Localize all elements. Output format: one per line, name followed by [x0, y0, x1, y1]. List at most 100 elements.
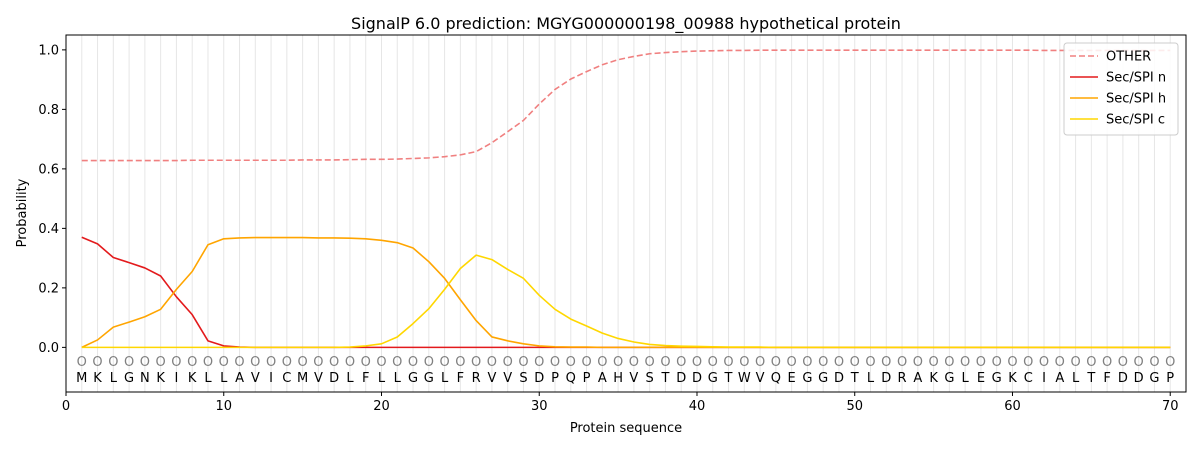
region-label: O: [676, 355, 686, 370]
region-label: O: [156, 355, 166, 370]
aa-label: A: [235, 371, 244, 386]
axis-ticks: 0 10 20 30 40 50 60 70 0.0 0.2 0.4 0.6 0.8 1.0: [38, 43, 1178, 414]
aa-label: L: [110, 371, 118, 386]
region-label: O: [1070, 355, 1080, 370]
region-label: O: [345, 355, 355, 370]
aa-label: L: [394, 371, 402, 386]
legend-box: [1063, 42, 1179, 136]
aa-label: L: [867, 371, 875, 386]
region-label: O: [77, 355, 87, 370]
region-label: O: [1134, 355, 1144, 370]
aa-label: D: [834, 371, 844, 386]
legend-label: OTHER: [1106, 50, 1151, 65]
legend-label: Sec/SPI h: [1106, 92, 1166, 107]
region-label: O: [298, 355, 308, 370]
x-axis-label: Protein sequence: [570, 421, 682, 436]
region-label: O: [850, 355, 860, 370]
series-line: [81, 236, 1171, 349]
region-label: O: [1102, 355, 1112, 370]
aa-label: F: [1103, 371, 1110, 386]
aa-label: G: [124, 371, 134, 386]
x-tick-label: 30: [531, 399, 548, 414]
region-label: O: [771, 355, 781, 370]
region-label: O: [424, 355, 434, 370]
region-label: O: [1086, 355, 1096, 370]
aa-label: G: [818, 371, 828, 386]
aa-label: G: [944, 371, 954, 386]
region-label: O: [266, 355, 276, 370]
region-label: O: [92, 355, 102, 370]
aa-label: V: [756, 371, 765, 386]
aa-label: N: [140, 371, 150, 386]
region-label: O: [660, 355, 670, 370]
series-line: [81, 254, 1171, 349]
y-tick-label: 1.0: [38, 43, 59, 58]
region-label: O: [219, 355, 229, 370]
region-label: O: [376, 355, 386, 370]
region-label: O: [802, 355, 812, 370]
region-label: O: [865, 355, 875, 370]
region-label: O: [140, 355, 150, 370]
region-label: O: [913, 355, 923, 370]
region-label: O: [171, 355, 181, 370]
region-label: O: [550, 355, 560, 370]
aa-label: C: [282, 371, 291, 386]
legend-label: Sec/SPI n: [1106, 71, 1166, 86]
aa-label: T: [660, 371, 669, 386]
aa-label: D: [881, 371, 891, 386]
region-label: O: [755, 355, 765, 370]
aa-label: K: [1008, 371, 1017, 386]
region-label: O: [329, 355, 339, 370]
aa-label: G: [802, 371, 812, 386]
y-tick-label: 0.0: [38, 341, 59, 356]
region-label: O: [787, 355, 797, 370]
region-label: O: [960, 355, 970, 370]
region-label: O: [944, 355, 954, 370]
aa-label: I: [1042, 371, 1046, 386]
aa-label: C: [1024, 371, 1033, 386]
region-label: O: [708, 355, 718, 370]
y-tick-label: 0.6: [38, 162, 59, 177]
region-label: O: [455, 355, 465, 370]
aa-label: A: [1055, 371, 1064, 386]
aa-label: Q: [771, 371, 781, 386]
aa-label: P: [1166, 371, 1174, 386]
aa-label: K: [156, 371, 165, 386]
chart-title: SignalP 6.0 prediction: MGYG000000198_00…: [351, 14, 901, 34]
region-label: O: [629, 355, 639, 370]
x-tick-label: 70: [1162, 399, 1179, 414]
legend: OTHER Sec/SPI n Sec/SPI h Sec/SPI c: [1063, 42, 1179, 136]
aa-label: Q: [566, 371, 576, 386]
aa-label: F: [457, 371, 464, 386]
region-label: O: [1055, 355, 1065, 370]
region-label: O: [976, 355, 986, 370]
region-label: O: [881, 355, 891, 370]
aa-label: T: [1086, 371, 1095, 386]
aa-label: I: [269, 371, 273, 386]
region-label: O: [282, 355, 292, 370]
y-tick-label: 0.4: [38, 222, 59, 237]
aa-label: S: [519, 371, 527, 386]
aa-label: E: [788, 371, 796, 386]
aa-label: G: [992, 371, 1002, 386]
aa-label: K: [929, 371, 938, 386]
aa-label: G: [424, 371, 434, 386]
aa-label: A: [913, 371, 922, 386]
y-tick-label: 0.2: [38, 281, 59, 296]
region-label: O: [897, 355, 907, 370]
aa-label: D: [329, 371, 339, 386]
aa-label: G: [708, 371, 718, 386]
x-tick-label: 40: [689, 399, 706, 414]
region-label: O: [1118, 355, 1128, 370]
region-label: O: [487, 355, 497, 370]
aa-label: D: [534, 371, 544, 386]
region-label: O: [1149, 355, 1159, 370]
aa-label: V: [487, 371, 496, 386]
region-label: O: [1039, 355, 1049, 370]
aa-label: H: [613, 371, 623, 386]
series-line: [81, 236, 1171, 349]
region-label: O: [1007, 355, 1017, 370]
aa-label: G: [408, 371, 418, 386]
sequence-labels: OMOKOLOGONOKOIOKOLOLOAOVOIOCOMOVODOLOFOL…: [76, 355, 1175, 386]
aa-label: I: [175, 371, 179, 386]
